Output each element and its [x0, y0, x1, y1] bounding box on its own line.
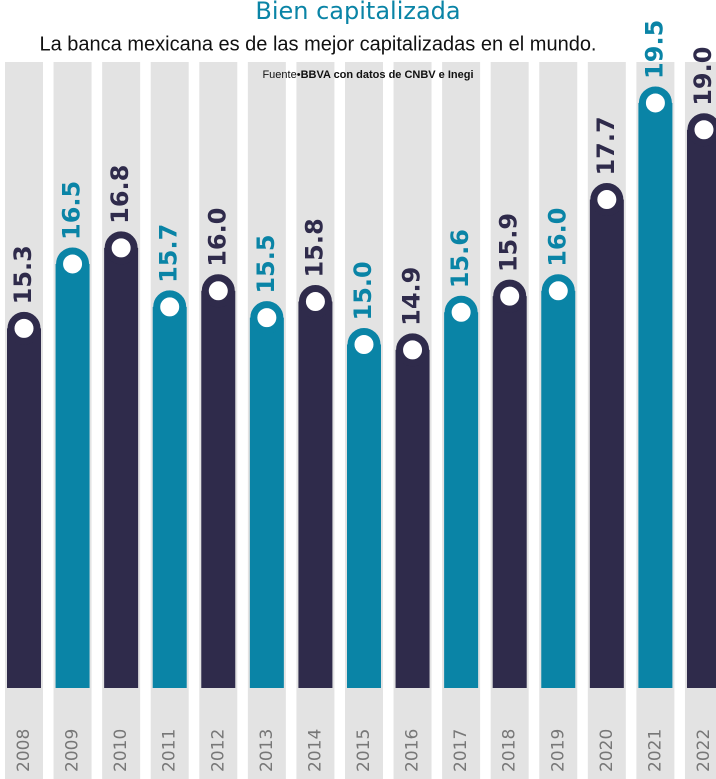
bar [201, 290, 236, 688]
bar-cap [444, 295, 478, 329]
bar-cap [250, 301, 284, 335]
value-label: 16.5 [58, 181, 86, 240]
bar [55, 263, 90, 688]
value-label: 15.3 [9, 245, 37, 304]
bar [444, 312, 479, 688]
value-label: 15.7 [155, 224, 183, 283]
value-label: 16.0 [203, 208, 231, 267]
bar [589, 199, 624, 689]
value-label: 15.0 [349, 261, 377, 320]
x-tick-label: 2016 [403, 729, 423, 772]
value-label: 15.9 [495, 213, 523, 272]
value-label: 15.6 [446, 229, 474, 288]
x-tick-label: 2018 [500, 729, 520, 772]
bar-cap [590, 183, 624, 217]
x-tick-label: 2020 [597, 729, 617, 772]
bar [346, 344, 381, 688]
bar [152, 306, 187, 688]
bar [249, 317, 284, 688]
bar-cap [638, 86, 672, 120]
bar-cap [56, 247, 90, 281]
x-tick-label: 2017 [451, 729, 471, 772]
x-tick-label: 2022 [694, 729, 714, 772]
bar [298, 301, 333, 688]
bar-cap [493, 279, 527, 313]
value-label: 19.5 [640, 20, 668, 79]
value-label: 14.9 [398, 267, 426, 326]
bar-cap [347, 327, 381, 361]
bar [7, 328, 41, 688]
source-label: Fuente• [262, 69, 300, 81]
source: Fuente•BBVA con datos de CNBV e Inegi [262, 69, 473, 81]
x-tick-label: 2010 [111, 729, 131, 772]
value-label: 15.8 [300, 218, 328, 277]
bar-cap [687, 113, 716, 147]
bar [492, 296, 527, 688]
x-tick-label: 2012 [208, 729, 228, 772]
header-bg [0, 0, 716, 62]
x-tick-label: 2011 [160, 729, 180, 772]
x-tick-label: 2008 [14, 729, 34, 772]
bar [541, 290, 576, 688]
value-label: 15.5 [252, 234, 280, 293]
x-tick-label: 2015 [354, 729, 374, 772]
bar [104, 247, 139, 688]
x-tick-label: 2019 [548, 729, 568, 772]
x-tick-label: 2014 [305, 729, 325, 772]
x-tick-label: 2009 [63, 729, 83, 772]
bar-cap [298, 285, 332, 319]
value-label: 17.7 [592, 116, 620, 175]
chart-subtitle: La banca mexicana es de las mejor capita… [40, 33, 597, 55]
bar [686, 129, 716, 688]
source-text: BBVA con datos de CNBV e Inegi [301, 69, 474, 81]
bar-cap [201, 274, 235, 308]
chart-title: Bien capitalizada [255, 0, 460, 25]
x-tick-label: 2013 [257, 729, 277, 772]
value-label: 16.0 [543, 208, 571, 267]
value-label: 19.0 [689, 47, 716, 106]
bar-cap [7, 311, 41, 345]
x-tick-label: 2021 [645, 729, 665, 772]
bar [638, 102, 673, 688]
bar-cap [104, 231, 138, 265]
bar-cap [153, 290, 187, 324]
bar-cap [396, 333, 430, 367]
value-label: 16.8 [106, 165, 134, 224]
bar [395, 349, 430, 688]
bar-cap [541, 274, 575, 308]
